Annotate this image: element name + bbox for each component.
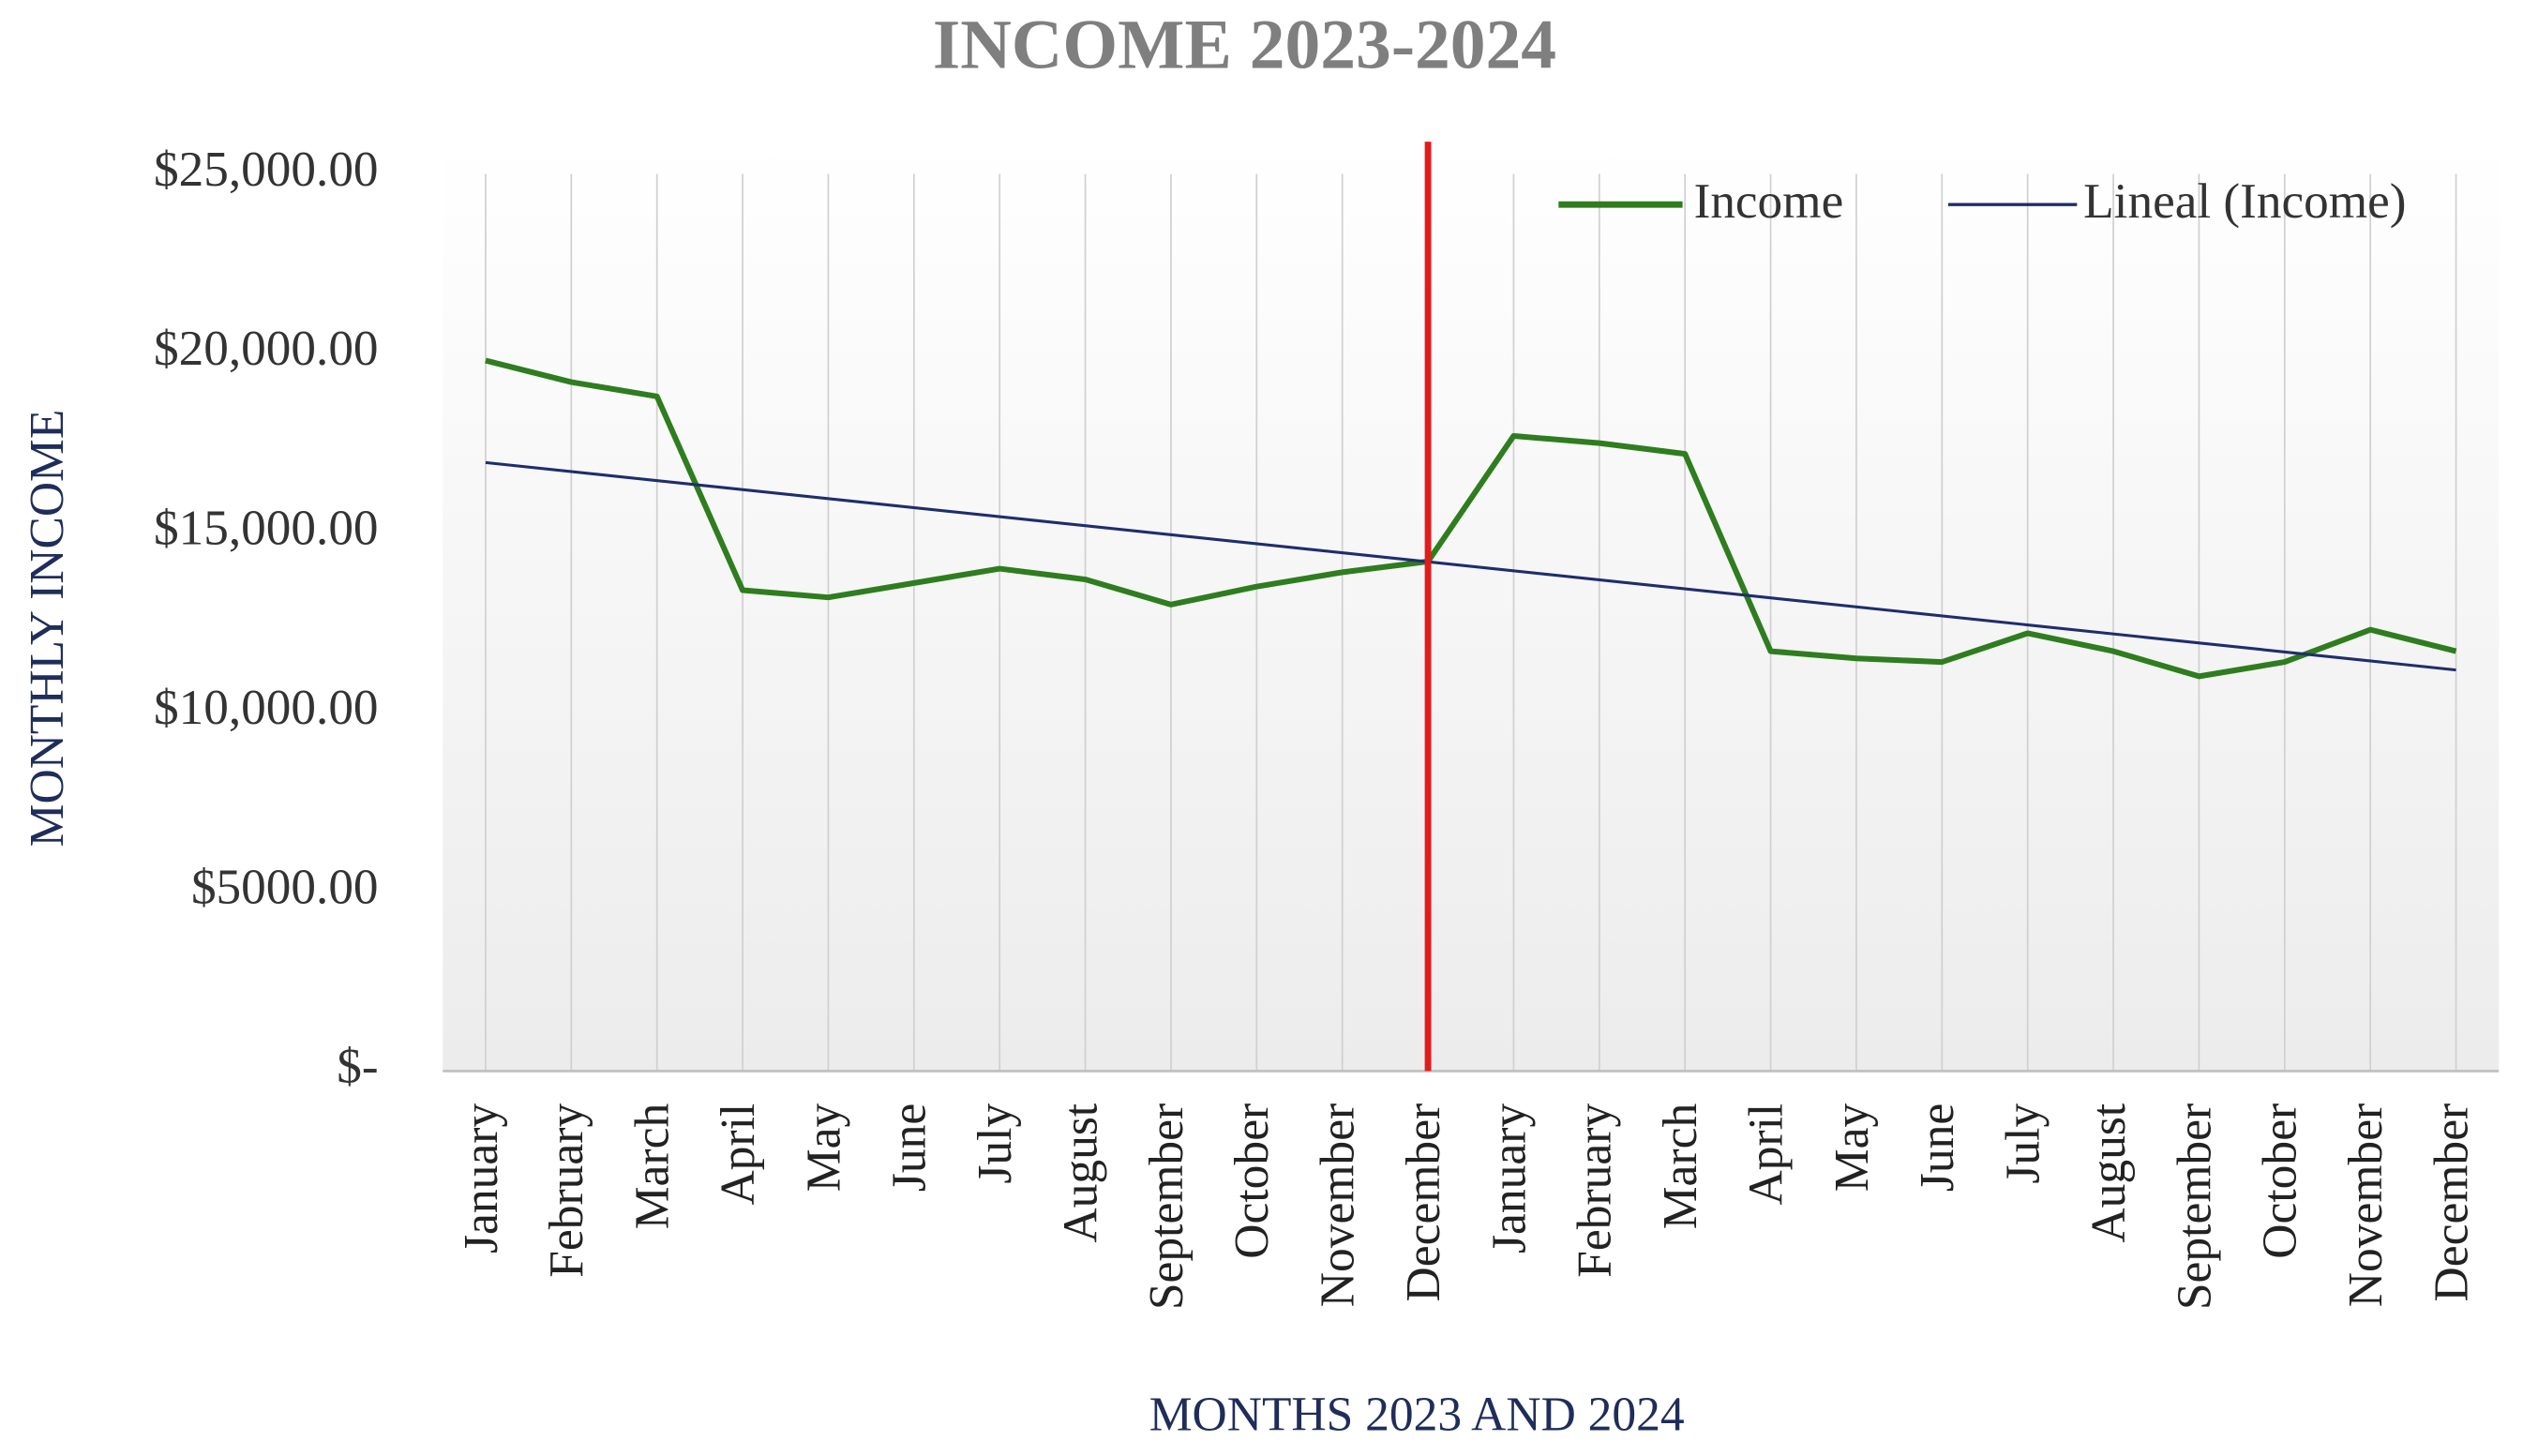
x-tick-label: May bbox=[1825, 1103, 1879, 1193]
x-tick-label: March bbox=[1654, 1103, 1707, 1230]
x-tick-label: November bbox=[2339, 1103, 2393, 1307]
y-tick-label: $25,000.00 bbox=[154, 142, 379, 197]
x-tick-label: February bbox=[540, 1103, 593, 1278]
income-line bbox=[485, 357, 2457, 680]
x-tick-label: August bbox=[1054, 1103, 1107, 1243]
x-tick-label: May bbox=[797, 1103, 850, 1193]
legend-label: Income bbox=[1694, 173, 1844, 229]
x-tick-label: December bbox=[1397, 1103, 1450, 1302]
x-tick-label: September bbox=[1140, 1103, 1194, 1310]
trendline bbox=[485, 460, 2456, 672]
plot-background bbox=[443, 142, 2500, 1072]
x-tick-label: January bbox=[455, 1103, 508, 1253]
y-tick-label: $20,000.00 bbox=[154, 321, 379, 376]
x-tick-label: August bbox=[2082, 1103, 2136, 1243]
legend-label: Lineal (Income) bbox=[2083, 173, 2406, 229]
x-tick-label: June bbox=[883, 1103, 937, 1192]
x-tick-label: January bbox=[1482, 1103, 1536, 1253]
x-tick-label: October bbox=[1225, 1103, 1279, 1259]
y-tick-label: $10,000.00 bbox=[154, 680, 379, 735]
x-tick-label: November bbox=[1312, 1103, 1365, 1307]
x-tick-label: December bbox=[2425, 1103, 2478, 1302]
y-tick-label: $15,000.00 bbox=[154, 501, 379, 556]
x-tick-label: October bbox=[2254, 1103, 2307, 1259]
x-tick-label: September bbox=[2168, 1103, 2221, 1310]
x-tick-label: March bbox=[626, 1103, 680, 1230]
x-tick-label: February bbox=[1569, 1103, 1622, 1278]
y-tick-label: $5000.00 bbox=[191, 859, 379, 914]
chart-title: INCOME 2023-2024 bbox=[933, 6, 1556, 83]
y-tick-label: $- bbox=[337, 1039, 378, 1094]
y-axis-title: MONTHLY INCOME bbox=[21, 410, 74, 848]
x-tick-label: April bbox=[712, 1103, 765, 1206]
x-axis-title: MONTHS 2023 AND 2024 bbox=[1149, 1388, 1685, 1441]
x-tick-label: July bbox=[969, 1103, 1022, 1184]
x-tick-label: June bbox=[1911, 1103, 1964, 1192]
x-tick-label: April bbox=[1739, 1103, 1793, 1206]
x-tick-label: July bbox=[1997, 1103, 2050, 1184]
